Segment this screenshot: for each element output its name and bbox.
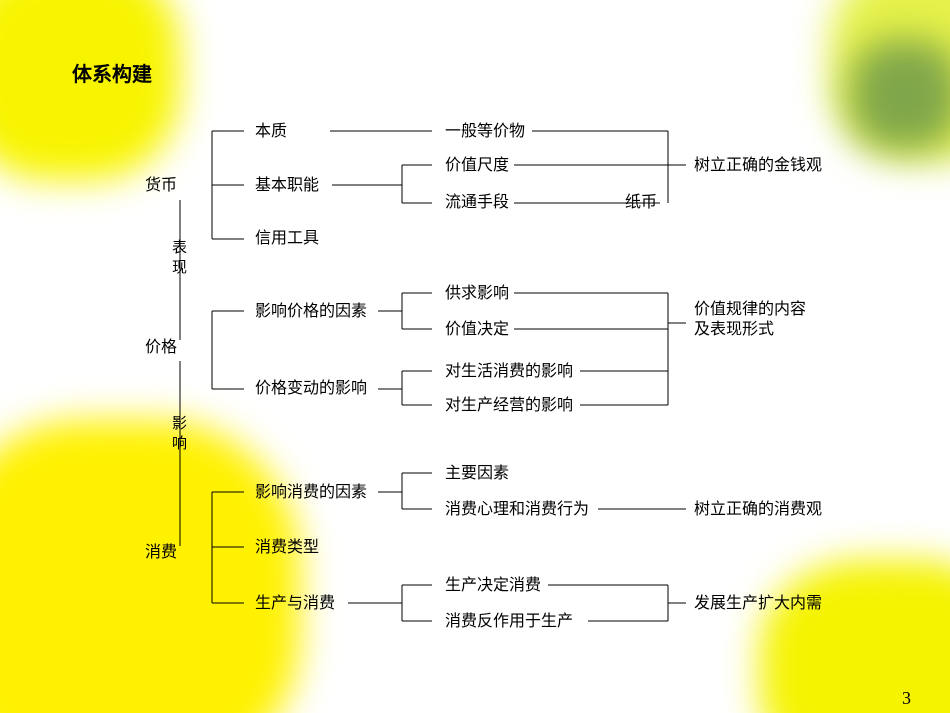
node-shuli_xiaofeiguan: 树立正确的消费观 [694, 500, 822, 518]
node-jiazhichidu: 价值尺度 [445, 156, 509, 174]
node-jiazhijueding: 价值决定 [445, 320, 509, 338]
node-shengchanjuedingxiaofei: 生产决定消费 [445, 576, 541, 594]
node-biaoxian1: 表 [172, 239, 187, 256]
node-zhibi: 纸币 [625, 193, 657, 211]
node-jiazhiguilv_l1: 价值规律的内容 [694, 300, 806, 318]
node-xiaofei: 消费 [145, 543, 177, 561]
node-xiaofeileixing: 消费类型 [255, 538, 319, 556]
node-jiagebiandong: 价格变动的影响 [255, 379, 367, 397]
node-fazhanshengchan: 发展生产扩大内需 [694, 594, 822, 612]
node-biaoxian2: 现 [172, 260, 187, 276]
node-jiage: 价格 [145, 338, 177, 356]
node-xinyonggongju: 信用工具 [255, 229, 319, 247]
node-yibandengjiawu: 一般等价物 [445, 122, 525, 140]
node-yingxiangjiagedeyinsu: 影响价格的因素 [255, 302, 367, 320]
node-huobi: 货币 [145, 176, 177, 194]
node-duishenghuoxiaofei: 对生活消费的影响 [445, 362, 573, 380]
concept-tree-diagram: 货币表现价格影响消费 本质基本职能信用工具影响价格的因素价格变动的影响影响消费的因… [0, 0, 950, 713]
node-xiaofeifanzuoyong: 消费反作用于生产 [445, 612, 573, 630]
node-benzhi: 本质 [255, 122, 287, 140]
node-xiaofeixinli: 消费心理和消费行为 [445, 500, 589, 518]
node-yingxiang2: 响 [172, 435, 187, 452]
node-liutongshouduan: 流通手段 [445, 193, 509, 211]
node-duishengchanjingying: 对生产经营的影响 [445, 396, 573, 414]
node-shuli_jinqianguan_l1: 树立正确的金钱观 [694, 156, 822, 174]
node-yingxiangxiaofeideyinsu: 影响消费的因素 [255, 483, 367, 501]
node-jibenzhineng: 基本职能 [255, 176, 319, 194]
node-jiazhiguilv_l2: 及表现形式 [694, 320, 774, 338]
node-zhuyaoyinsu: 主要因素 [445, 464, 509, 482]
node-yingxiang1: 影 [172, 415, 187, 432]
node-shengchanyuxiaofei: 生产与消费 [255, 594, 335, 612]
node-gongqiuyingxiang: 供求影响 [445, 284, 509, 302]
